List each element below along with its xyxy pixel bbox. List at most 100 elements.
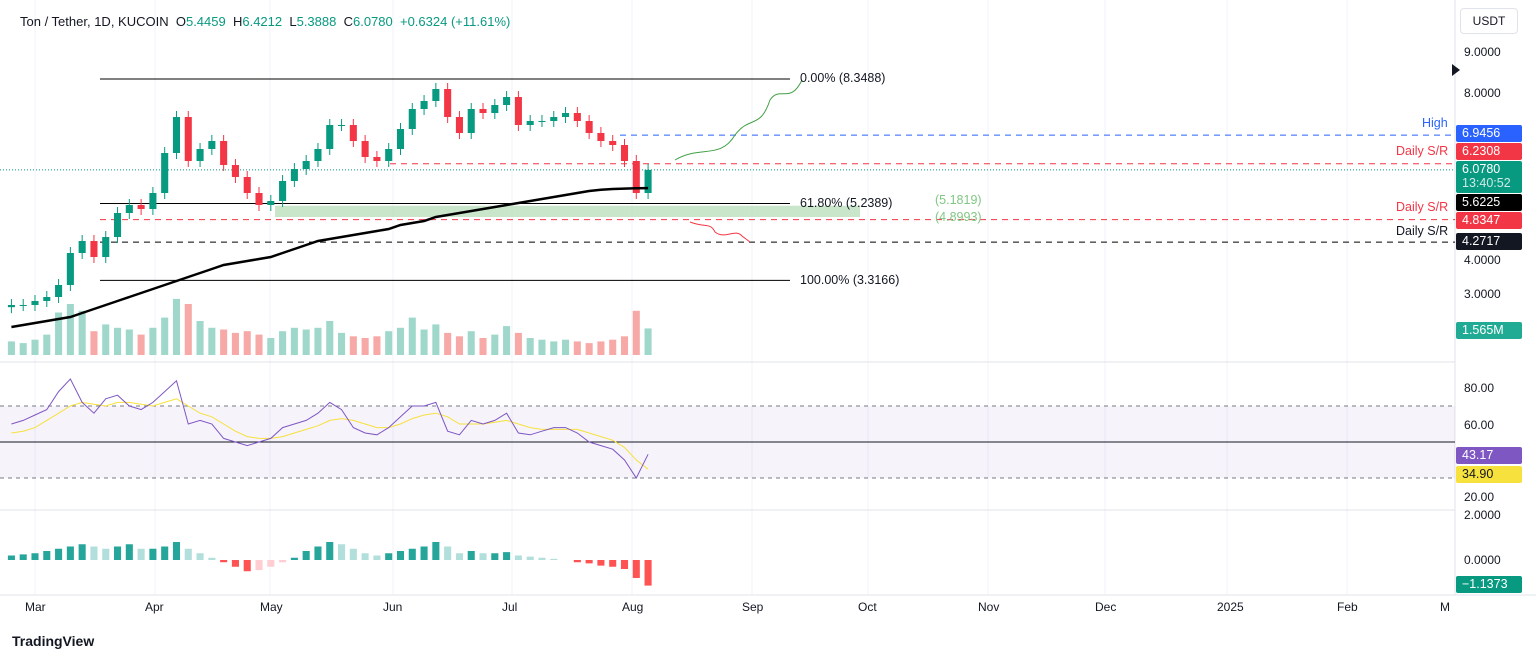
volume-bar <box>90 331 98 355</box>
time-tick: May <box>260 600 283 614</box>
macd-bar <box>220 560 228 563</box>
macd-bar <box>19 554 27 560</box>
time-tick: 2025 <box>1217 600 1244 614</box>
volume-bar <box>125 329 133 355</box>
volume-bar <box>149 327 157 355</box>
candle-body <box>255 193 263 205</box>
candle-body <box>290 169 298 181</box>
candle-body <box>31 301 39 305</box>
zone-top-label: (5.1819) <box>935 193 982 207</box>
volume-bar <box>385 331 393 355</box>
candle-body <box>125 205 133 213</box>
fib-100-label: 100.00% (3.3166) <box>800 273 900 287</box>
macd-bar <box>314 546 322 560</box>
candle-body <box>432 89 440 101</box>
candle-body <box>609 141 617 145</box>
macd-tick: 0.0000 <box>1464 553 1501 567</box>
volume-bar <box>290 327 298 355</box>
volume-bar <box>538 339 546 355</box>
macd-bar <box>526 556 534 560</box>
macd-bar <box>102 548 110 560</box>
macd-bar <box>149 548 157 560</box>
candle-body <box>396 129 405 149</box>
volume-bar <box>184 304 192 355</box>
macd-bar <box>408 548 416 560</box>
volume-bar <box>562 339 570 355</box>
macd-bar <box>620 560 629 569</box>
high-label: High <box>1422 116 1448 130</box>
volume-bar <box>231 332 239 355</box>
macd-bar <box>66 546 74 560</box>
volume-bar <box>196 321 204 355</box>
macd-tick: 2.0000 <box>1464 508 1501 522</box>
candle-body <box>7 305 15 308</box>
macd-bar <box>632 560 640 578</box>
candle-body <box>444 89 452 117</box>
volume-bar <box>373 336 381 355</box>
candle-body <box>149 193 157 209</box>
macd-bar <box>585 560 593 564</box>
currency-button[interactable]: USDT <box>1460 8 1518 34</box>
symbol-legend: Ton / Tether, 1D, KUCOIN O5.4459 H6.4212… <box>20 14 511 29</box>
candle-body <box>514 97 522 125</box>
macd-bar <box>267 560 275 567</box>
macd-bar <box>161 546 169 560</box>
candle-body <box>373 157 381 161</box>
volume-bar <box>113 327 122 355</box>
candle-body <box>66 253 74 285</box>
macd-bar <box>43 551 51 560</box>
rsi-ma-line <box>11 398 649 470</box>
sr1-price-tag: 6.2308 <box>1456 143 1522 160</box>
macd-bar <box>644 560 652 586</box>
volume-bar <box>514 332 522 355</box>
volume-bar <box>644 328 652 355</box>
volume-bar <box>503 326 511 355</box>
fib-618-label: 61.80% (5.2389) <box>800 196 893 210</box>
last-price-tag: 6.0780 13:40:52 <box>1456 161 1522 193</box>
volume-bar <box>267 338 275 355</box>
candle-body <box>267 201 275 205</box>
candle-body <box>349 125 357 141</box>
macd-bar <box>420 546 428 560</box>
volume-bar <box>255 334 263 355</box>
macd-bar <box>290 557 298 560</box>
candle-body <box>644 169 652 193</box>
time-tick: Aug <box>622 600 644 614</box>
fib-0-label: 0.00% (8.3488) <box>800 71 886 85</box>
volume-bar <box>314 327 322 355</box>
macd-bar <box>550 558 558 560</box>
candle-body <box>420 101 428 109</box>
volume-bar <box>7 341 15 355</box>
volume-bar <box>632 310 640 355</box>
sr3-price-tag: 4.2717 <box>1456 233 1522 250</box>
candle-body <box>632 161 640 193</box>
macd-bar <box>338 544 346 560</box>
change-value: +0.6324 (+11.61%) <box>399 14 511 29</box>
macd-bar <box>432 542 440 560</box>
candle-body <box>184 117 192 161</box>
volume-bar <box>550 341 558 355</box>
candle-body <box>113 213 122 237</box>
candle-body <box>573 113 581 121</box>
macd-bar <box>326 542 334 560</box>
scroll-right-icon[interactable] <box>1452 64 1460 76</box>
candle-body <box>408 109 416 129</box>
low-value: 5.3888 <box>296 14 337 29</box>
macd-tag: −1.1373 <box>1456 576 1522 593</box>
volume-bar <box>66 304 74 355</box>
macd-bar <box>90 546 98 560</box>
bearish-projection <box>689 221 751 243</box>
ma200-line <box>11 186 649 329</box>
candle-body <box>326 125 334 149</box>
price-tick: 8.0000 <box>1464 86 1501 100</box>
candle-body <box>479 109 487 113</box>
volume-bar <box>208 327 216 355</box>
time-tick: M <box>1440 600 1450 614</box>
macd-bar <box>538 557 546 560</box>
candle-body <box>585 121 593 133</box>
volume-bar <box>597 341 605 355</box>
candle-body <box>196 149 204 161</box>
volume-bar <box>585 343 593 355</box>
volume-bar <box>479 338 487 355</box>
